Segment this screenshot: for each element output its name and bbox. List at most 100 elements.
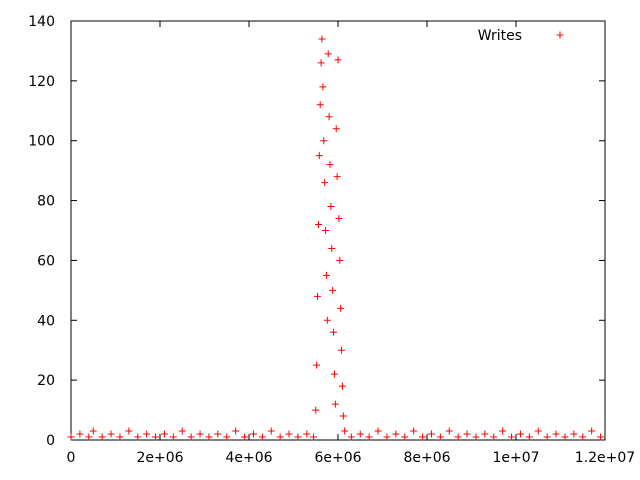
data-point <box>276 433 284 441</box>
data-point <box>454 433 462 441</box>
data-point <box>561 433 569 441</box>
data-point <box>401 433 409 441</box>
data-point <box>508 433 516 441</box>
data-point <box>597 433 605 441</box>
series-writes <box>67 35 605 441</box>
data-point <box>169 433 177 441</box>
y-tick-label: 120 <box>28 74 55 90</box>
data-point <box>134 433 142 441</box>
data-point <box>374 427 382 435</box>
data-point <box>187 433 195 441</box>
data-point <box>335 215 343 223</box>
data-point <box>143 430 151 438</box>
legend-marker-writes <box>556 31 564 39</box>
data-point <box>463 430 471 438</box>
data-point <box>317 59 325 67</box>
plot-border <box>70 20 606 441</box>
data-point <box>338 346 346 354</box>
data-point <box>365 433 373 441</box>
data-point <box>334 56 342 64</box>
data-point <box>481 430 489 438</box>
x-tick-label: 1e+07 <box>492 450 539 466</box>
x-tick-label: 4e+06 <box>225 450 272 466</box>
data-point <box>85 433 93 441</box>
x-axis: 0 2e+06 4e+06 6e+06 8e+06 1e+07 1.2e+07 <box>67 21 635 466</box>
data-point <box>98 433 106 441</box>
data-point <box>328 244 336 252</box>
data-point <box>76 430 84 438</box>
x-tick-label: 8e+06 <box>403 450 450 466</box>
data-point <box>552 430 560 438</box>
data-point <box>337 304 345 312</box>
y-tick-label: 60 <box>37 253 55 269</box>
data-point <box>321 179 329 187</box>
x-tick-label: 6e+06 <box>314 450 361 466</box>
data-point <box>327 203 335 211</box>
data-point <box>89 427 97 435</box>
data-point <box>341 427 349 435</box>
data-point <box>490 433 498 441</box>
data-point <box>152 433 160 441</box>
data-point <box>338 382 346 390</box>
data-point <box>214 430 222 438</box>
data-point <box>356 430 364 438</box>
data-point <box>325 113 333 121</box>
legend: Writes <box>478 28 564 44</box>
data-point <box>315 152 323 160</box>
data-point <box>347 433 355 441</box>
data-point <box>322 227 330 234</box>
data-point <box>125 427 133 435</box>
data-point <box>331 400 339 408</box>
legend-marker-symbol <box>556 31 564 39</box>
y-tick-label: 20 <box>37 373 55 389</box>
y-tick-label: 0 <box>46 433 55 449</box>
data-point <box>267 427 275 435</box>
data-point <box>392 430 400 438</box>
data-point <box>178 427 186 435</box>
data-point <box>436 433 444 441</box>
data-point <box>314 221 322 229</box>
data-point <box>258 433 266 441</box>
y-tick-label: 80 <box>37 194 55 210</box>
data-point <box>336 256 344 264</box>
data-point <box>472 433 480 441</box>
data-point <box>107 430 115 438</box>
data-point <box>410 427 418 435</box>
data-point <box>499 427 507 435</box>
data-point <box>285 430 293 438</box>
y-tick-label: 40 <box>37 313 55 329</box>
y-axis: 0 20 40 60 80 100 120 140 <box>28 14 605 449</box>
data-point <box>534 427 542 435</box>
data-point <box>314 292 322 300</box>
data-point <box>427 430 435 438</box>
data-point <box>323 316 331 324</box>
data-point <box>310 433 318 441</box>
data-point <box>339 412 347 420</box>
data-point <box>67 433 75 441</box>
data-point <box>312 406 320 414</box>
data-point <box>116 433 124 441</box>
data-point <box>579 433 587 441</box>
data-point <box>316 101 324 109</box>
plot-frame <box>70 20 606 441</box>
data-point <box>223 433 231 441</box>
data-point <box>160 430 168 438</box>
data-point <box>419 433 427 441</box>
data-point <box>332 125 340 133</box>
data-point <box>232 427 240 435</box>
data-point <box>249 430 257 438</box>
x-tick-label: 1.2e+07 <box>575 450 635 466</box>
data-point <box>543 433 551 441</box>
legend-label-writes: Writes <box>478 28 522 44</box>
data-point <box>205 433 213 441</box>
data-point <box>322 271 330 279</box>
data-point <box>330 328 338 336</box>
y-tick-label: 140 <box>28 14 55 30</box>
x-tick-label: 2e+06 <box>136 450 183 466</box>
data-point <box>303 430 311 438</box>
data-point <box>330 370 338 378</box>
data-point <box>329 286 337 294</box>
data-point <box>196 430 204 438</box>
data-point <box>319 83 327 91</box>
